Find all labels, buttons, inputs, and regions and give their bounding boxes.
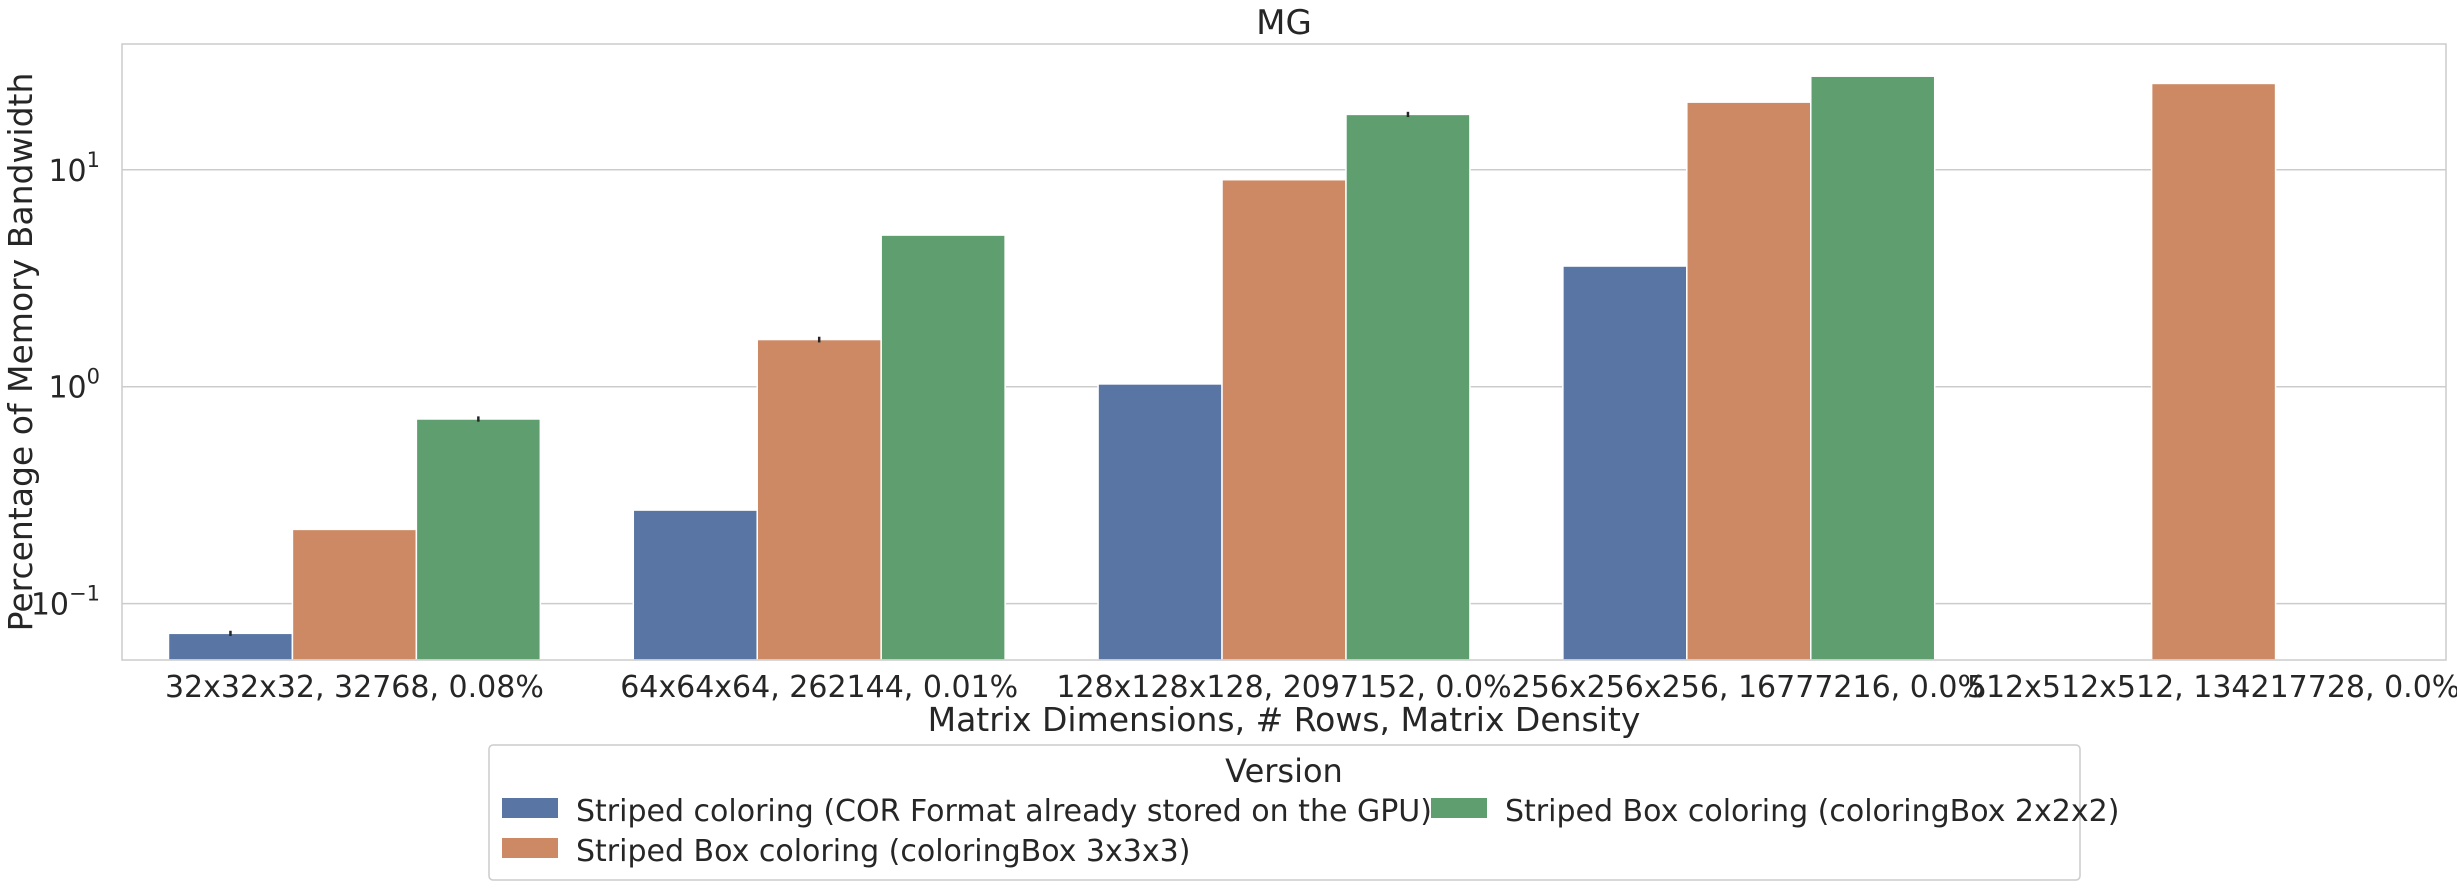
bar <box>1562 265 1688 661</box>
x-tick-label: 128x128x128, 2097152, 0.0% <box>1056 670 1511 705</box>
plot-frame <box>121 43 2447 661</box>
x-tick-labels: 32x32x32, 32768, 0.08% 64x64x64, 262144, … <box>165 670 2457 705</box>
bar <box>1686 101 1812 661</box>
bar <box>2150 82 2277 661</box>
bars <box>167 75 2277 661</box>
bar <box>415 418 542 661</box>
legend-item: Striped Box coloring (coloringBox 3x3x3) <box>502 834 1190 869</box>
y-tick-label: 101 <box>48 148 100 189</box>
legend-swatch <box>502 838 558 858</box>
bar <box>632 509 758 661</box>
legend-item: Striped coloring (COR Format already sto… <box>502 794 1432 829</box>
bar <box>1345 113 1471 661</box>
x-tick-label: 32x32x32, 32768, 0.08% <box>165 670 544 705</box>
legend-label: Striped Box coloring (coloringBox 3x3x3) <box>576 834 1190 869</box>
legend-swatch <box>1431 798 1487 818</box>
bar <box>1097 383 1223 661</box>
bar <box>167 632 294 661</box>
legend-swatch <box>502 798 558 818</box>
legend-frame <box>488 744 2081 881</box>
bar <box>756 338 882 661</box>
bar <box>1810 75 1936 661</box>
bar <box>291 528 418 661</box>
legend-title: Version <box>1225 752 1343 790</box>
bar <box>1221 178 1347 661</box>
legend-label: Striped Box coloring (coloringBox 2x2x2) <box>1505 794 2119 829</box>
y-tick-label: 100 <box>48 365 100 406</box>
y-axis-label: Percentage of Memory Bandwidth <box>1 73 40 632</box>
y-tick-labels: 10−1 100 101 <box>31 148 100 623</box>
y-tick-label: 10−1 <box>31 582 100 623</box>
legend-item: Striped Box coloring (coloringBox 2x2x2) <box>1431 794 2119 829</box>
x-axis-label: Matrix Dimensions, # Rows, Matrix Densit… <box>928 700 1641 739</box>
legend: Version Striped coloring (COR Format alr… <box>488 744 2119 881</box>
legend-label: Striped coloring (COR Format already sto… <box>576 794 1432 829</box>
x-tick-label: 512x512x512, 134217728, 0.0% <box>1967 670 2457 705</box>
chart-title: MG <box>1256 3 1312 43</box>
bar <box>880 234 1006 661</box>
x-tick-label: 256x256x256, 16777216, 0.0% <box>1512 670 1986 705</box>
x-tick-label: 64x64x64, 262144, 0.01% <box>620 670 1018 705</box>
